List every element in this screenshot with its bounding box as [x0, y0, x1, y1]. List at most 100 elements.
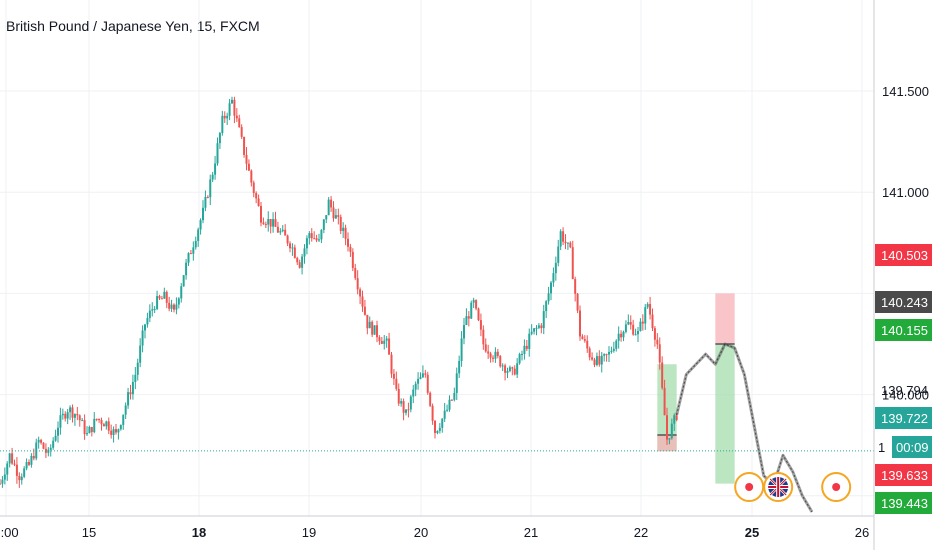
candle-body — [272, 219, 275, 227]
candle-body — [185, 262, 188, 276]
candle-body — [66, 412, 69, 419]
candle-body — [593, 359, 596, 365]
candle-body — [603, 354, 606, 356]
candle-body — [523, 345, 526, 354]
candle-body — [209, 179, 212, 198]
price-tag-label: 139.794 — [881, 383, 928, 398]
candle-body — [139, 345, 142, 363]
candle-body — [52, 440, 55, 448]
candle-body — [76, 414, 79, 416]
candle-body — [446, 409, 449, 411]
candle-body — [499, 355, 502, 367]
candle-body — [148, 310, 151, 319]
countdown-tag: 00:09 — [896, 440, 929, 455]
candle-body — [528, 333, 531, 349]
price-tag-prefix: 1 — [878, 440, 885, 455]
candle-body — [612, 348, 615, 351]
candle-body — [484, 344, 487, 352]
candle-body — [622, 331, 625, 338]
candle-body — [525, 345, 528, 349]
candle-body — [591, 357, 594, 360]
price-tag-bg — [875, 492, 932, 514]
candle-body — [545, 301, 548, 312]
candle-body — [32, 456, 35, 459]
candle-body — [579, 310, 581, 337]
price-tag-label: 139.443 — [881, 496, 928, 511]
candle-body — [134, 374, 137, 382]
candle-body — [322, 219, 325, 230]
candle-body — [477, 308, 480, 321]
candle-body — [458, 360, 461, 374]
candle-body — [407, 409, 410, 411]
candle-body — [81, 420, 84, 422]
candle-body — [289, 243, 291, 249]
candle-body — [666, 415, 668, 440]
candle-body — [127, 392, 130, 406]
candle-body — [675, 415, 678, 421]
candle-body — [54, 435, 57, 441]
candle-body — [124, 405, 127, 415]
price-tag-bg — [875, 244, 932, 266]
candle-body — [644, 307, 647, 324]
projection-zone — [715, 293, 735, 344]
candle-body — [608, 351, 610, 355]
candle-body — [8, 453, 11, 464]
candle-body — [559, 231, 562, 247]
candle-body — [615, 340, 618, 349]
candle-body — [90, 426, 93, 433]
candle-body — [233, 99, 236, 116]
x-tick-label: 21 — [524, 525, 538, 540]
candle-body — [436, 430, 439, 433]
event-dot-icon-center — [832, 483, 841, 491]
candle-body — [463, 325, 465, 339]
candle-body — [574, 279, 577, 294]
candle-body — [359, 289, 362, 297]
candle-body — [496, 351, 499, 356]
candle-body — [513, 368, 516, 375]
candle-body — [223, 115, 226, 119]
candle-body — [170, 304, 173, 309]
candle-body — [315, 238, 318, 241]
price-tag-label: 140.503 — [881, 248, 928, 263]
candle-body — [651, 314, 654, 329]
candle-body — [245, 154, 248, 164]
candle-body — [180, 286, 183, 299]
candle-body — [218, 133, 221, 144]
candle-body — [661, 362, 664, 388]
x-tick-label: 19 — [302, 525, 316, 540]
candle-body — [168, 302, 171, 309]
candle-body — [293, 247, 296, 258]
candle-body — [646, 304, 649, 308]
candle-body — [255, 193, 258, 199]
candle-body — [102, 424, 105, 427]
candle-body — [165, 291, 168, 303]
candle-body — [431, 405, 434, 421]
candle-body — [199, 220, 202, 230]
x-tick-label: 25 — [745, 525, 759, 540]
candle-body — [151, 309, 154, 311]
candle-body — [482, 329, 485, 345]
candle-body — [576, 293, 579, 311]
candle-body — [419, 377, 422, 379]
candle-body — [337, 215, 340, 217]
candle-body — [438, 427, 441, 431]
candle-body — [71, 407, 74, 418]
candle-body — [310, 233, 313, 239]
candle-body — [231, 99, 233, 104]
candle-body — [349, 246, 352, 252]
candle-body — [388, 338, 391, 355]
candle-body — [281, 229, 284, 232]
candle-body — [262, 222, 265, 225]
candle-body — [521, 353, 523, 355]
candle-body — [64, 413, 67, 419]
candle-body — [173, 304, 175, 310]
candle-body — [564, 241, 567, 244]
candle-body — [429, 392, 432, 406]
candle-body — [13, 463, 16, 465]
candle-body — [595, 356, 598, 365]
candle-body — [542, 311, 545, 329]
candle-body — [448, 399, 451, 410]
candle-body — [37, 439, 40, 443]
